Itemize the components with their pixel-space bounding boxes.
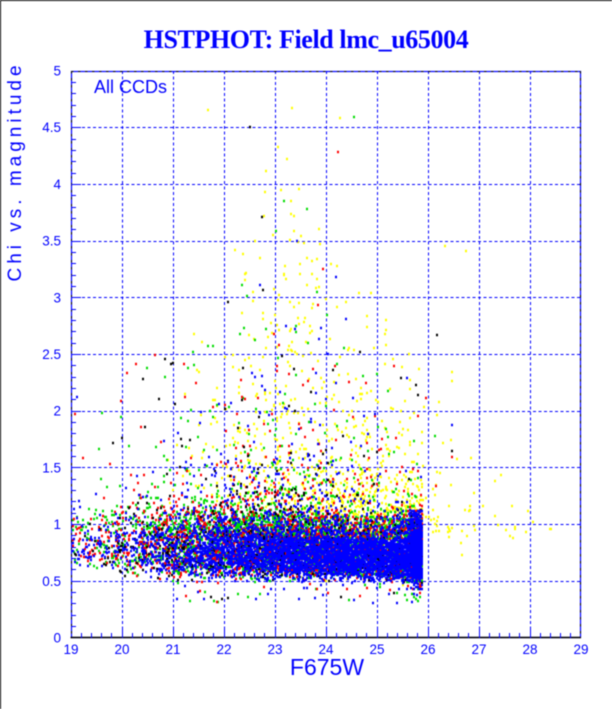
svg-text:3: 3 bbox=[53, 290, 61, 305]
svg-text:22: 22 bbox=[216, 642, 231, 657]
svg-text:24: 24 bbox=[318, 642, 334, 657]
svg-text:0: 0 bbox=[53, 631, 61, 646]
svg-text:3.5: 3.5 bbox=[42, 234, 61, 249]
svg-text:28: 28 bbox=[522, 642, 537, 657]
svg-text:Chi vs. magnitude: Chi vs. magnitude bbox=[5, 61, 26, 281]
svg-text:All CCDs: All CCDs bbox=[94, 77, 167, 97]
svg-text:HSTPHOT: Field lmc_u65004: HSTPHOT: Field lmc_u65004 bbox=[144, 25, 469, 54]
svg-text:5: 5 bbox=[53, 64, 61, 79]
svg-text:20: 20 bbox=[114, 642, 129, 657]
svg-text:1.5: 1.5 bbox=[42, 460, 61, 475]
svg-text:29: 29 bbox=[573, 642, 588, 657]
svg-text:4.5: 4.5 bbox=[42, 120, 61, 135]
svg-text:21: 21 bbox=[165, 642, 180, 657]
svg-text:26: 26 bbox=[420, 642, 435, 657]
svg-text:19: 19 bbox=[63, 642, 78, 657]
svg-text:23: 23 bbox=[267, 642, 282, 657]
svg-text:0.5: 0.5 bbox=[42, 574, 61, 589]
svg-text:F675W: F675W bbox=[290, 654, 364, 680]
svg-text:2.5: 2.5 bbox=[42, 347, 61, 362]
svg-text:4: 4 bbox=[53, 177, 61, 192]
svg-text:27: 27 bbox=[471, 642, 486, 657]
svg-text:2: 2 bbox=[53, 404, 61, 419]
svg-text:25: 25 bbox=[369, 642, 384, 657]
svg-text:1: 1 bbox=[53, 517, 61, 532]
